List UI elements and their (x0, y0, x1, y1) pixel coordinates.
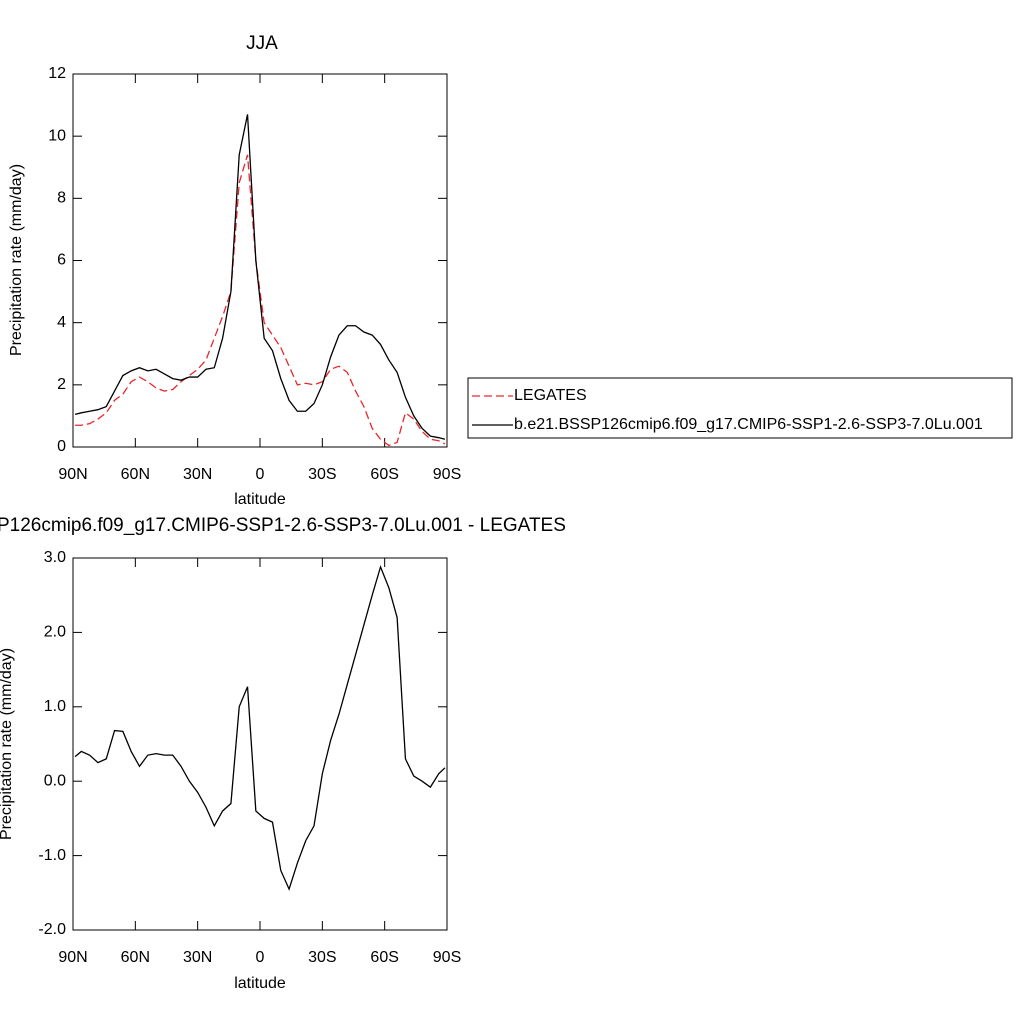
y-tick-label: 1.0 (44, 698, 66, 715)
y-tick-label: 2.0 (44, 624, 66, 641)
data-line (74, 564, 446, 891)
y-tick-label: -2.0 (38, 921, 66, 938)
x-tick-label: 90S (433, 466, 461, 483)
x-tick-label: 0 (256, 466, 265, 483)
y-tick-label: 3.0 (44, 549, 66, 566)
x-tick-label: 90N (58, 949, 87, 966)
x-tick-label: 60S (370, 949, 398, 966)
x-tick-label: 30N (183, 949, 212, 966)
y-tick-label: 6 (57, 252, 66, 269)
y-tick-label: -1.0 (38, 847, 66, 864)
x-tick-label: 90N (58, 466, 87, 483)
y-axis-label: Precipitation rate (mm/day) (8, 164, 25, 356)
legend-label: b.e21.BSSP126cmip6.f09_g17.CMIP6-SSP1-2.… (514, 416, 983, 433)
x-tick-label: 30N (183, 466, 212, 483)
x-tick-label: 60N (121, 949, 150, 966)
y-tick-label: 4 (57, 314, 66, 331)
y-tick-label: 0.0 (44, 772, 66, 789)
chart-title: JJA (246, 33, 278, 54)
plot-frame (72, 73, 448, 448)
y-tick-label: 2 (57, 376, 66, 393)
x-axis-label: latitude (234, 491, 286, 508)
legend-box (467, 377, 1013, 439)
x-tick-label: 0 (256, 949, 265, 966)
y-tick-label: 8 (57, 190, 66, 207)
y-tick-label: 12 (48, 65, 66, 82)
y-axis-label: Precipitation rate (mm/day) (0, 648, 15, 840)
plot-frame (72, 557, 448, 931)
x-tick-label: 60N (121, 466, 150, 483)
y-tick-label: 0 (57, 438, 66, 455)
y-tick-label: 10 (48, 127, 66, 144)
legend-label: LEGATES (514, 387, 587, 404)
x-tick-label: 60S (370, 466, 398, 483)
x-axis-label: latitude (234, 975, 286, 992)
x-tick-label: 90S (433, 949, 461, 966)
data-line (74, 114, 446, 440)
x-tick-label: 30S (308, 949, 336, 966)
chart-title: P126cmip6.f09_g17.CMIP6-SSP1-2.6-SSP3-7.… (0, 515, 566, 536)
x-tick-label: 30S (308, 466, 336, 483)
data-line (75, 154, 446, 447)
